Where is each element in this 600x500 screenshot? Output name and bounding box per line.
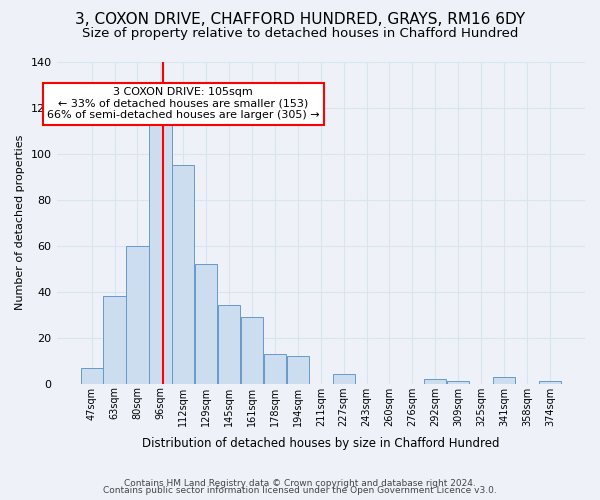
Text: Contains HM Land Registry data © Crown copyright and database right 2024.: Contains HM Land Registry data © Crown c…: [124, 478, 476, 488]
Text: Contains public sector information licensed under the Open Government Licence v3: Contains public sector information licen…: [103, 486, 497, 495]
Bar: [424, 379, 446, 384]
Bar: [493, 376, 515, 384]
Bar: [332, 374, 355, 384]
Bar: [539, 382, 561, 384]
X-axis label: Distribution of detached houses by size in Chafford Hundred: Distribution of detached houses by size …: [142, 437, 500, 450]
Text: 3 COXON DRIVE: 105sqm
← 33% of detached houses are smaller (153)
66% of semi-det: 3 COXON DRIVE: 105sqm ← 33% of detached …: [47, 88, 320, 120]
Bar: [103, 296, 125, 384]
Bar: [127, 246, 149, 384]
Y-axis label: Number of detached properties: Number of detached properties: [15, 135, 25, 310]
Bar: [287, 356, 309, 384]
Bar: [241, 317, 263, 384]
Bar: [218, 306, 240, 384]
Bar: [195, 264, 217, 384]
Bar: [172, 165, 194, 384]
Bar: [447, 382, 469, 384]
Bar: [149, 119, 172, 384]
Bar: [80, 368, 103, 384]
Bar: [264, 354, 286, 384]
Text: 3, COXON DRIVE, CHAFFORD HUNDRED, GRAYS, RM16 6DY: 3, COXON DRIVE, CHAFFORD HUNDRED, GRAYS,…: [75, 12, 525, 28]
Text: Size of property relative to detached houses in Chafford Hundred: Size of property relative to detached ho…: [82, 28, 518, 40]
